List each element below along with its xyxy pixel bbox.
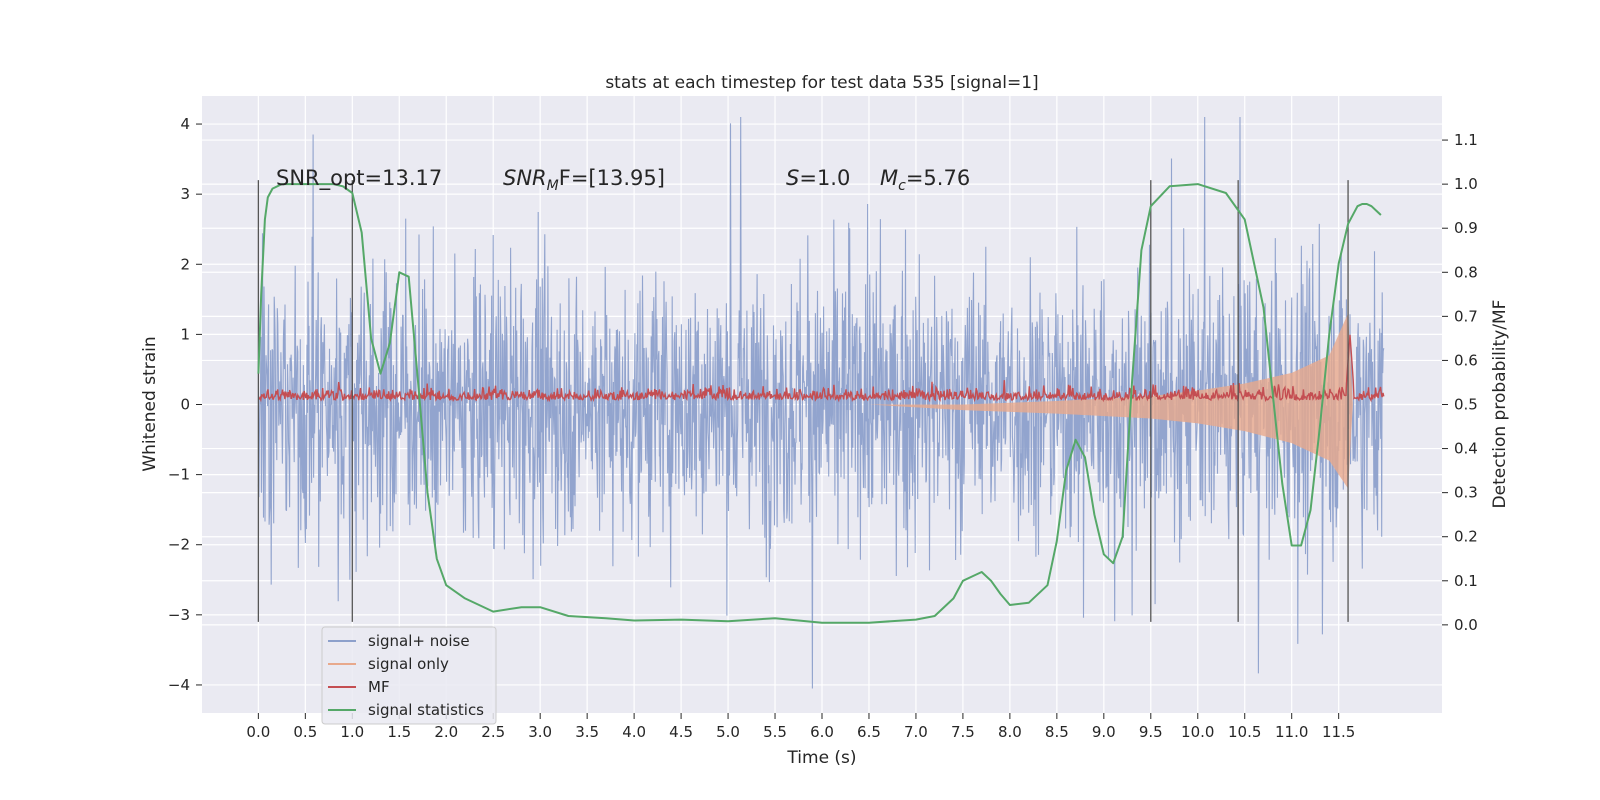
legend: signal+ noise signal only MF signal statist… bbox=[321, 626, 497, 725]
series-signal-noise bbox=[257, 116, 1385, 689]
y-right-tick-label: 0.8 bbox=[1454, 263, 1478, 281]
x-tick-label: 8.0 bbox=[998, 723, 1022, 741]
x-tick-label: 10.5 bbox=[1228, 723, 1261, 741]
x-tick-label: 0.5 bbox=[293, 723, 317, 741]
y-axis-right-label: Detection probability/MF bbox=[1490, 300, 1510, 509]
y-right-tick-label: 0.5 bbox=[1454, 396, 1478, 414]
y-tick-label: 2 bbox=[180, 255, 190, 273]
y-tick-label: 3 bbox=[180, 185, 190, 203]
y-axis-label: Whitened strain bbox=[140, 336, 160, 471]
legend-box bbox=[321, 626, 497, 725]
y-tick-label: −2 bbox=[168, 536, 190, 554]
series-signal-only bbox=[869, 313, 1353, 489]
x-tick-label: 11.5 bbox=[1322, 723, 1355, 741]
y-right-tick-label: 0.4 bbox=[1454, 440, 1478, 458]
axis-ticks: 0.0 0.5 1.0 1.5 2.0 2.5 3.0 3.5 4.0 4.5 5.0 5.5 6.0 6… bbox=[168, 115, 1478, 741]
y-tick-label: −1 bbox=[168, 466, 190, 484]
x-tick-label: 5.5 bbox=[763, 723, 787, 741]
series-signal-statistics bbox=[257, 183, 1382, 624]
y-right-tick-label: 0.1 bbox=[1454, 572, 1478, 590]
x-tick-label: 4.5 bbox=[669, 723, 693, 741]
y-tick-label: 4 bbox=[180, 115, 190, 133]
y-tick-label: 0 bbox=[180, 396, 190, 414]
x-tick-label: 10.0 bbox=[1181, 723, 1214, 741]
x-tick-label: 9.5 bbox=[1139, 723, 1163, 741]
x-tick-label: 2.5 bbox=[481, 723, 505, 741]
x-tick-label: 11.0 bbox=[1275, 723, 1308, 741]
x-tick-label: 6.0 bbox=[810, 723, 834, 741]
y-right-tick-label: 1.0 bbox=[1454, 175, 1478, 193]
annotation-mc: Mc=5.76 bbox=[880, 166, 970, 194]
annotations: SNR_opt=13.17 SNRMF=[13.95] S=1.0 Mc=5.7… bbox=[276, 166, 970, 194]
x-tick-label: 2.0 bbox=[434, 723, 458, 741]
y-tick-label: 1 bbox=[180, 325, 190, 343]
annotation-snr-opt: SNR_opt=13.17 bbox=[276, 166, 442, 191]
chart-title: stats at each timestep for test data 535… bbox=[605, 73, 1038, 93]
signal-noise-line bbox=[257, 116, 1385, 689]
x-tick-label: 4.0 bbox=[622, 723, 646, 741]
x-tick-label: 9.0 bbox=[1092, 723, 1116, 741]
legend-label: signal statistics bbox=[368, 701, 484, 719]
signal-only-band bbox=[869, 313, 1353, 489]
y-right-tick-label: 0.3 bbox=[1454, 484, 1478, 502]
x-tick-label: 7.0 bbox=[904, 723, 928, 741]
x-tick-label: 0.0 bbox=[246, 723, 270, 741]
x-axis-label: Time (s) bbox=[786, 748, 856, 768]
legend-label: signal+ noise bbox=[368, 632, 470, 650]
y-right-tick-label: 1.1 bbox=[1454, 131, 1478, 149]
x-tick-label: 7.5 bbox=[951, 723, 975, 741]
annotation-s: S=1.0 bbox=[786, 166, 850, 190]
x-tick-label: 1.0 bbox=[340, 723, 364, 741]
x-tick-label: 1.5 bbox=[387, 723, 411, 741]
legend-label: MF bbox=[368, 678, 390, 696]
x-tick-label: 3.5 bbox=[575, 723, 599, 741]
y-right-tick-label: 0.7 bbox=[1454, 307, 1478, 325]
x-tick-label: 8.5 bbox=[1045, 723, 1069, 741]
y-right-tick-label: 0.0 bbox=[1454, 616, 1478, 634]
x-tick-label: 3.0 bbox=[528, 723, 552, 741]
y-right-tick-label: 0.2 bbox=[1454, 528, 1478, 546]
annotation-snr-mf: SNRMF=[13.95] bbox=[503, 166, 665, 194]
x-tick-label: 6.5 bbox=[857, 723, 881, 741]
mf-line bbox=[257, 334, 1385, 403]
signal-statistics-line bbox=[257, 183, 1382, 624]
y-tick-label: −4 bbox=[168, 676, 190, 694]
series-mf bbox=[257, 334, 1385, 403]
legend-label: signal only bbox=[368, 655, 449, 673]
y-right-tick-label: 0.6 bbox=[1454, 351, 1478, 369]
vertical-markers bbox=[257, 180, 1349, 622]
y-tick-label: −3 bbox=[168, 606, 190, 624]
x-tick-label: 5.0 bbox=[716, 723, 740, 741]
y-right-tick-label: 0.9 bbox=[1454, 219, 1478, 237]
